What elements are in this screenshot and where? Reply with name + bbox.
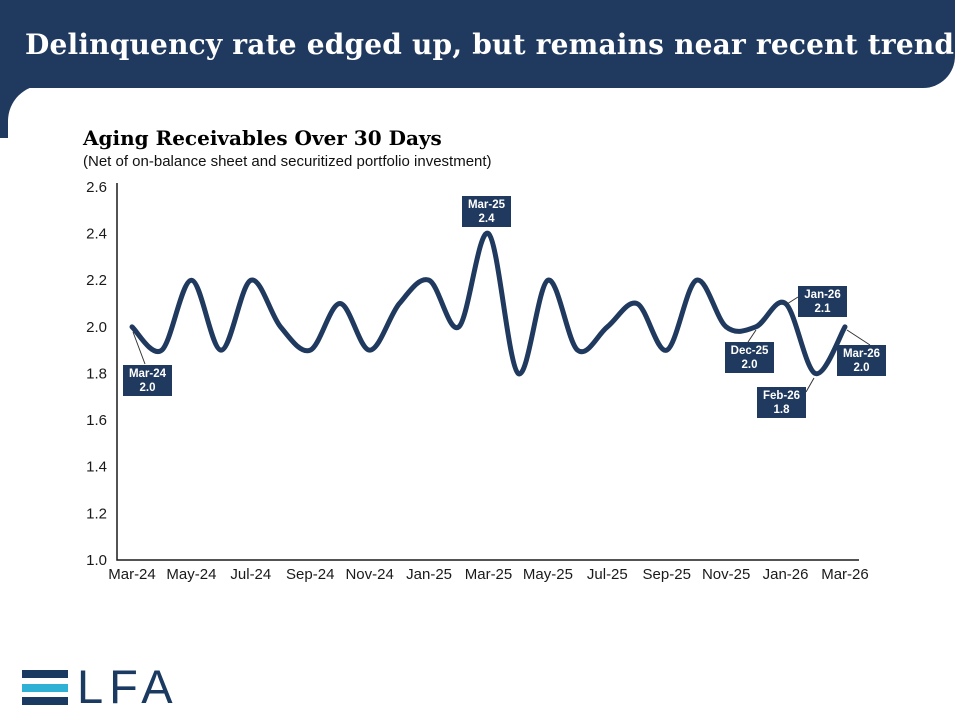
x-tick-label: May-24 [166,566,216,583]
x-tick-label: Jan-25 [406,566,452,583]
y-tick-label: 2.4 [86,226,107,243]
y-tick-label: 1.8 [86,365,107,382]
x-tick-label: Nov-24 [345,566,393,583]
y-tick-label: 2.6 [86,179,107,196]
data-line [129,231,848,377]
x-tick-label: Jul-25 [587,566,628,583]
chart-subtitle: (Net of on-balance sheet and securitized… [83,153,492,170]
y-tick-label: 1.6 [86,412,107,429]
y-tick-label: 1.0 [86,552,107,569]
x-tick-label: Mar-25 [465,566,513,583]
header-banner [0,0,955,88]
callout-leader-line [846,329,871,346]
y-tick-label: 2.2 [86,272,107,289]
x-tick-label: Jul-24 [230,566,271,583]
callout-leader-line [132,331,146,365]
chart-title: Aging Receivables Over 30 Days [83,126,442,150]
elfa-logo-letters: LFA [77,660,179,713]
x-tick-label: Jan-26 [763,566,809,583]
callout-leader-line [786,296,799,305]
callout-leader-line [805,377,815,393]
elfa-logo-e-icon [22,670,68,705]
callout-leader-line [747,329,757,343]
logo-bar-top [22,670,68,678]
logo-bar-bottom [22,697,68,705]
x-tick-label: May-25 [523,566,573,583]
slide-title: Delinquency rate edged up, but remains n… [25,27,955,61]
y-tick-label: 2.0 [86,319,107,336]
x-tick-label: Mar-24 [108,566,156,583]
x-tick-label: Sep-25 [643,566,691,583]
x-tick-label: Nov-25 [702,566,750,583]
chart-axes [116,183,859,561]
logo-bar-middle [22,683,68,692]
elfa-logo: LFA [22,660,179,713]
y-tick-label: 1.4 [86,459,107,476]
y-tick-label: 1.2 [86,505,107,522]
x-tick-label: Mar-26 [821,566,869,583]
x-tick-label: Sep-24 [286,566,334,583]
